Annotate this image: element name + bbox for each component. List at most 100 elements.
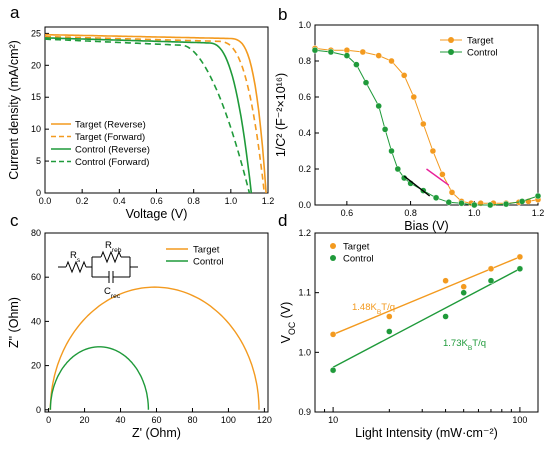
y-tick-label: 80 — [31, 228, 41, 238]
y-tick-label: 25 — [31, 28, 41, 38]
equivalent-circuit: Rs Rreb Crec — [58, 240, 138, 300]
resistor-rs — [65, 260, 87, 274]
y-axis-label: VOC (V) — [279, 302, 297, 344]
slope-annotation: 1.48KBT/q — [352, 302, 395, 316]
x-tick-label: 0 — [46, 415, 51, 425]
x-tick-label: 1.2 — [262, 196, 275, 206]
legend-label: Target (Forward) — [75, 132, 145, 143]
legend-label: Target — [467, 36, 494, 47]
series-line — [45, 35, 266, 194]
data-point — [388, 147, 395, 155]
data-point — [386, 328, 393, 335]
x-tick-label: 60 — [151, 415, 161, 425]
data-point — [439, 171, 446, 178]
panel-d-voc-light: 10 100 0.9 1.0 1.1 1.2 Light Intensity (mW·cm⁻… — [278, 211, 539, 440]
resistor-rreb — [100, 250, 122, 264]
data-point — [362, 79, 370, 86]
fit-line — [426, 168, 450, 186]
y-tick-label: 0 — [36, 405, 41, 415]
data-point — [381, 126, 389, 133]
x-tick-label: 0.0 — [39, 196, 52, 206]
data-point — [353, 61, 360, 68]
y-tick-label: 0.0 — [298, 200, 311, 210]
x-axis-label: Bias (V) — [404, 219, 448, 233]
data-point — [460, 283, 467, 290]
y-tick-label: 0.8 — [298, 56, 311, 66]
legend-label: Control (Reverse) — [75, 145, 150, 156]
data-point — [420, 120, 427, 128]
data-point — [375, 52, 382, 59]
data-point — [442, 277, 449, 284]
data-point — [311, 47, 319, 54]
data-point — [458, 199, 465, 207]
data-point — [375, 102, 382, 110]
label-rs: Rs — [70, 250, 81, 264]
data-point — [487, 201, 494, 209]
plot-frame — [314, 24, 539, 206]
data-point — [445, 199, 452, 206]
data-point — [386, 313, 393, 320]
legend-label: Control — [343, 254, 374, 265]
legend-label: Control — [467, 48, 498, 59]
y-tick-label: 0.2 — [298, 164, 311, 174]
x-tick-label: 1.0 — [468, 208, 481, 218]
x-tick-label: 100 — [512, 415, 527, 425]
plot-frame — [314, 232, 539, 413]
x-tick-label: 40 — [116, 415, 126, 425]
series-line — [45, 33, 267, 194]
data-point — [534, 192, 542, 200]
y-axis-label: Z" (Ohm) — [7, 297, 21, 348]
data-point — [394, 165, 401, 173]
legend-marker — [448, 37, 454, 43]
panel-c-nyquist: 0 20 40 60 80 100 120 0 20 40 60 80 Z' (Ohm) Z" (Ohm)… — [7, 211, 272, 440]
data-point — [343, 47, 351, 54]
panel-b-mott-schottky: 0.6 0.8 1.0 1.2 0.0 0.2 0.4 0.6 0.8 1.0 Bias (V) 1/… — [274, 5, 544, 233]
x-tick-label: 0.8 — [187, 196, 200, 206]
x-tick-label: 10 — [328, 415, 338, 425]
data-point — [448, 189, 456, 196]
series-line — [45, 37, 253, 194]
panel-label: b — [278, 5, 287, 24]
x-tick-label: 1.0 — [225, 196, 238, 206]
panel-label: d — [278, 211, 287, 230]
x-tick-label: 120 — [257, 415, 272, 425]
panel-label: a — [10, 3, 20, 22]
data-point — [388, 57, 395, 65]
y-tick-label: 1.2 — [298, 228, 311, 238]
data-point — [410, 93, 417, 101]
y-tick-label: 40 — [31, 316, 41, 326]
data-point — [329, 367, 337, 374]
x-tick-label: 0.2 — [76, 196, 89, 206]
legend-marker — [448, 49, 454, 55]
y-tick-label: 0.9 — [298, 407, 311, 417]
data-point — [471, 201, 478, 209]
data-point — [518, 198, 526, 205]
data-point — [327, 48, 335, 56]
x-tick-label: 0.4 — [113, 196, 126, 206]
y-tick-label: 0.6 — [298, 92, 311, 102]
data-point — [343, 52, 351, 59]
series-line — [314, 49, 539, 206]
y-tick-label: 20 — [31, 361, 41, 371]
x-tick-label: 1.2 — [532, 208, 545, 218]
x-axis-label: Light Intensity (mW·cm⁻²) — [355, 426, 498, 440]
data-point — [502, 200, 510, 208]
plot-frame — [44, 26, 269, 194]
x-tick-label: 0.6 — [341, 208, 354, 218]
y-tick-label: 60 — [31, 272, 41, 282]
x-axis-label: Z' (Ohm) — [132, 426, 181, 440]
y-tick-label: 20 — [31, 60, 41, 70]
data-point — [487, 277, 495, 284]
fit-line — [403, 175, 431, 197]
x-tick-label: 20 — [80, 415, 90, 425]
data-point — [516, 253, 524, 261]
legend-label: Target — [193, 245, 220, 256]
label-rreb: Rreb — [105, 240, 122, 254]
y-tick-label: 1.0 — [298, 20, 311, 30]
x-tick-label: 0.8 — [404, 208, 417, 218]
y-tick-label: 0 — [36, 188, 41, 198]
series-line — [49, 346, 150, 410]
slope-annotation: 1.73KBT/q — [443, 338, 486, 352]
legend-label: Target (Reverse) — [75, 120, 146, 131]
label-crec: Crec — [104, 286, 121, 300]
